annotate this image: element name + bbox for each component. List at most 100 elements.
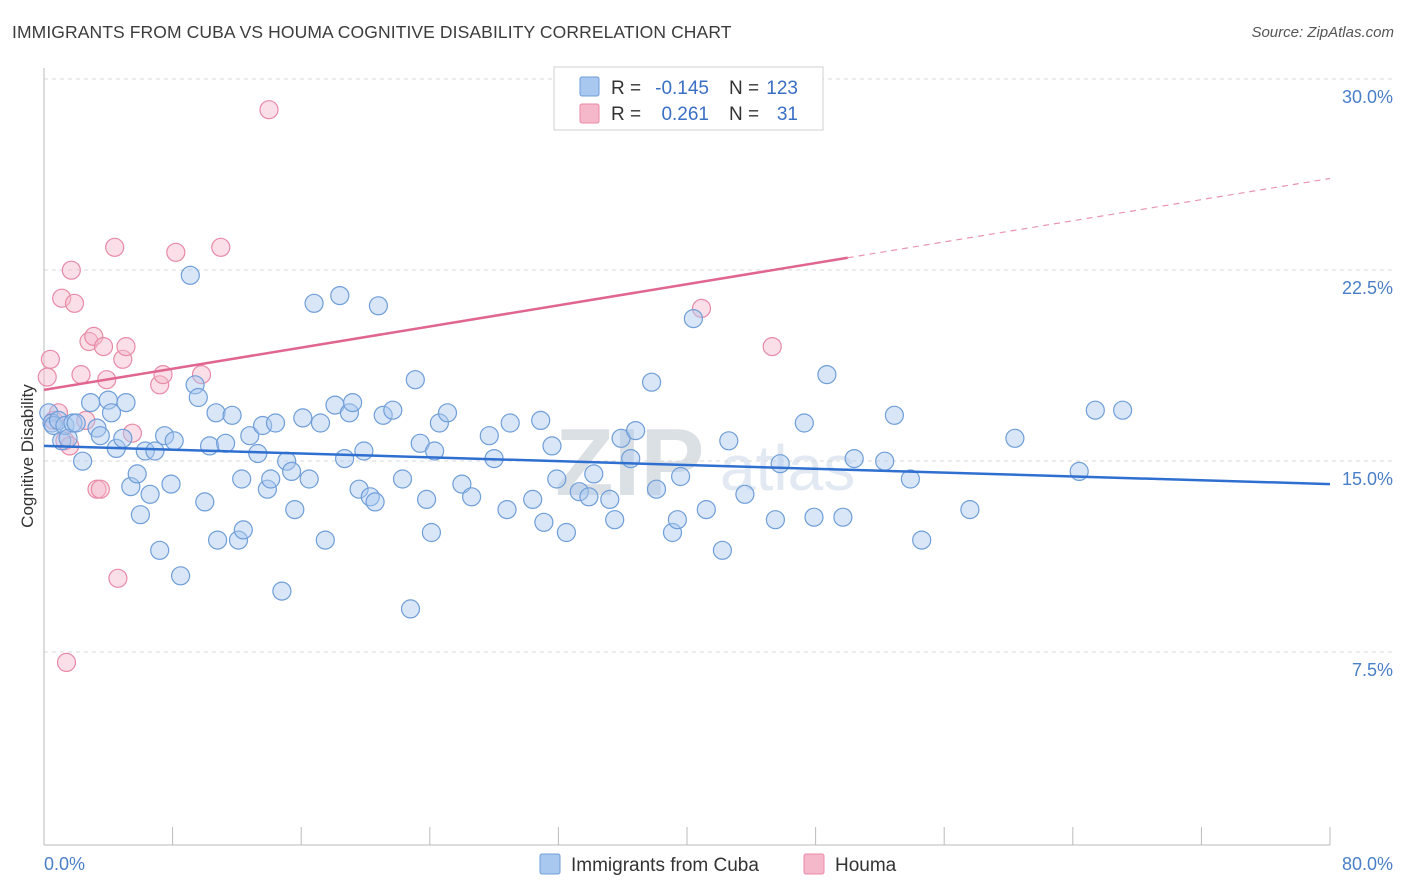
x-ticks bbox=[43, 827, 1331, 845]
cuba-point bbox=[140, 484, 160, 504]
cuba-point bbox=[833, 507, 853, 527]
cuba-point bbox=[425, 441, 445, 461]
cuba-point bbox=[429, 413, 449, 433]
cuba-point bbox=[272, 581, 292, 601]
cuba-point bbox=[206, 403, 226, 423]
cuba-point bbox=[130, 505, 150, 525]
cuba-point bbox=[770, 454, 790, 474]
cuba-point bbox=[817, 365, 837, 385]
houma-point bbox=[259, 100, 279, 120]
houma-point bbox=[90, 479, 110, 499]
houma-point bbox=[52, 288, 72, 308]
cuba-point bbox=[1112, 400, 1133, 420]
cuba-point bbox=[216, 433, 236, 453]
cuba-point bbox=[500, 413, 520, 433]
cuba-point bbox=[534, 512, 554, 532]
houma-point bbox=[166, 242, 186, 262]
cuba-point bbox=[735, 484, 755, 504]
cuba-point bbox=[180, 265, 200, 285]
houma-point bbox=[113, 349, 133, 369]
cuba-point bbox=[405, 370, 425, 390]
series-legend-swatch-cuba bbox=[539, 853, 561, 875]
cuba-point bbox=[600, 489, 620, 509]
cuba-point bbox=[912, 530, 932, 550]
cuba-point bbox=[299, 469, 319, 489]
cuba-point bbox=[188, 387, 208, 408]
cuba-point bbox=[804, 507, 824, 527]
houma-point bbox=[71, 365, 91, 385]
legend-swatch-blue bbox=[579, 76, 600, 97]
cuba-point bbox=[547, 469, 567, 489]
cuba-point bbox=[625, 421, 646, 441]
cuba-point bbox=[683, 309, 704, 329]
houma-point bbox=[116, 337, 136, 357]
y-tick-label: 22.5% bbox=[1342, 278, 1393, 298]
cuba-point bbox=[285, 500, 305, 520]
houma-point bbox=[108, 568, 128, 588]
legend-r-label-2: R = bbox=[611, 104, 641, 125]
houma-point bbox=[93, 337, 114, 357]
cuba-point bbox=[127, 464, 147, 484]
chart-title: IMMIGRANTS FROM CUBA VS HOUMA COGNITIVE … bbox=[12, 22, 732, 42]
legend-r-value-1: -0.145 bbox=[655, 78, 709, 99]
houma-points bbox=[37, 100, 782, 673]
cuba-point bbox=[497, 500, 517, 520]
series-legend-label-cuba: Immigrants from Cuba bbox=[571, 855, 759, 876]
cuba-point bbox=[233, 520, 253, 540]
cuba-trend-line bbox=[43, 444, 1331, 486]
cuba-point bbox=[1005, 428, 1025, 448]
cuba-point bbox=[662, 522, 683, 543]
cuba-point bbox=[365, 492, 385, 512]
houma-point bbox=[37, 367, 57, 387]
cuba-point bbox=[900, 469, 921, 489]
cuba-point bbox=[605, 510, 625, 530]
cuba-point bbox=[228, 530, 249, 550]
cuba-point bbox=[646, 479, 667, 499]
source-credit: Source: ZipAtlas.com bbox=[1251, 24, 1394, 41]
cuba-point bbox=[150, 540, 170, 560]
cuba-point bbox=[765, 510, 786, 530]
y-tick-labels: 30.0% 22.5% 15.0% 7.5% bbox=[1342, 87, 1393, 680]
cuba-point bbox=[542, 436, 562, 456]
cuba-point bbox=[90, 426, 110, 446]
series-legend: Immigrants from Cuba Houma bbox=[539, 853, 897, 876]
cuba-point bbox=[960, 500, 980, 520]
cuba-point bbox=[400, 599, 421, 619]
cuba-point bbox=[55, 415, 75, 436]
cuba-point bbox=[531, 410, 551, 430]
cuba-point bbox=[161, 474, 181, 494]
legend-n-value-2: 31 bbox=[777, 104, 798, 125]
cuba-point bbox=[1085, 400, 1105, 420]
houma-point bbox=[211, 237, 231, 257]
cuba-point bbox=[155, 426, 175, 446]
cuba-point bbox=[875, 451, 895, 471]
cuba-point bbox=[884, 405, 905, 425]
cuba-point bbox=[417, 489, 437, 509]
houma-point bbox=[762, 337, 782, 357]
legend-n-label-2: N = bbox=[729, 104, 759, 125]
cuba-point bbox=[844, 449, 864, 469]
cuba-point bbox=[621, 449, 641, 469]
trend-lines bbox=[43, 177, 1331, 486]
cuba-point bbox=[383, 400, 403, 420]
cuba-point bbox=[719, 431, 739, 451]
cuba-point bbox=[641, 372, 662, 392]
y-axis-label: Cognitive Disability bbox=[18, 384, 37, 528]
cuba-point bbox=[101, 403, 122, 423]
cuba-point bbox=[354, 441, 374, 461]
cuba-point bbox=[315, 530, 335, 550]
cuba-point bbox=[171, 566, 191, 586]
houma-point bbox=[64, 293, 85, 313]
cuba-point bbox=[293, 408, 313, 428]
y-tick-label: 30.0% bbox=[1342, 87, 1393, 107]
cuba-point bbox=[304, 293, 324, 313]
cuba-point bbox=[310, 413, 331, 433]
legend-n-value-1: 123 bbox=[766, 78, 798, 99]
correlation-legend: R = -0.145 N = 123 R = 0.261 N = 31 bbox=[553, 66, 824, 131]
cuba-point bbox=[373, 405, 393, 425]
cuba-point bbox=[794, 413, 814, 433]
cuba-point bbox=[257, 479, 277, 499]
cuba-point bbox=[330, 286, 350, 306]
cuba-point bbox=[222, 405, 242, 425]
